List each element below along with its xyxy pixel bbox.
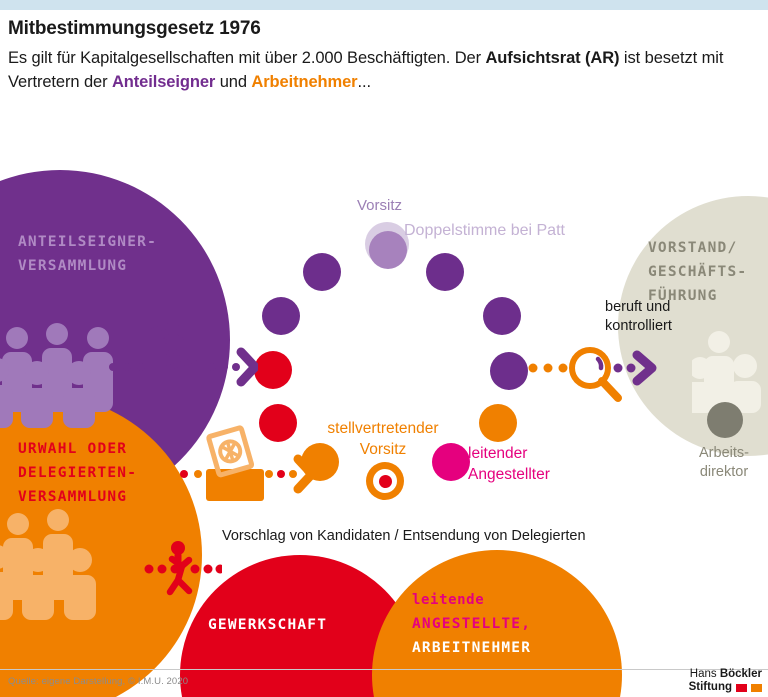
logo-hans: Hans [689, 668, 720, 680]
subtitle-anteilseigner: Anteilseigner [111, 73, 216, 91]
subtitle-part-4: ... [357, 73, 372, 91]
seat-senior-executive[interactable] [432, 443, 470, 481]
label-leitende-line3: ARBEITNEHMER [412, 640, 532, 656]
label-leitende-line1: leitende [412, 592, 485, 608]
callout-arbeitsdirektor-line1: Arbeits- [699, 445, 749, 461]
page-title: Mitbestimmungsgesetz 1976 [8, 18, 261, 39]
logo-swatch-red [736, 683, 747, 692]
label-vorstand-line2: GESCHÄFTS- [648, 264, 748, 280]
subtitle-bold-aufsichtsrat: Aufsichtsrat (AR) [485, 49, 620, 67]
label-urwahl-line3: VERSAMMLUNG [18, 489, 128, 505]
callout-beruft-line2: kontrolliert [605, 318, 672, 334]
seat-shareholder-5[interactable] [303, 253, 341, 291]
seat-arbeitsdirektor[interactable] [707, 402, 743, 438]
magnifier-icon-beruft-kontrolliert [528, 347, 657, 402]
seat-shareholder-4[interactable] [262, 297, 300, 335]
seat-shareholder-3[interactable] [490, 352, 528, 390]
label-anteilseigner-line1: ANTEILSEIGNER- [18, 234, 158, 250]
seat-union-1[interactable] [259, 404, 297, 442]
label-vorstand-line3: FÜHRUNG [648, 288, 718, 304]
ballot-box-icon-purple [109, 322, 258, 394]
callout-stellv-line1: stellvertretender [327, 420, 439, 437]
crowd-icon-vorstand [692, 331, 761, 413]
callout-leitender-line1: leitender [468, 445, 528, 462]
logo-swatch-orange [751, 683, 762, 692]
seat-union-2[interactable] [254, 351, 292, 389]
callout-arbeitsdirektor: Arbeits- direktor [688, 444, 760, 482]
logo-line-2: Stiftung [689, 681, 762, 694]
seat-deputy-chair-stellvertretender-vorsitz[interactable] [366, 462, 404, 500]
label-anteilseigner-line2: VERSAMMLUNG [18, 258, 128, 274]
callout-vorschlag-kandidaten: Vorschlag von Kandidaten / Entsendung vo… [222, 528, 586, 544]
footer-divider [0, 669, 768, 670]
crowd-icon-urwahl [0, 509, 96, 620]
walking-person-icon-entsendung [119, 541, 222, 596]
subtitle-part-2: ist besetzt mit Vertretern der [8, 49, 724, 91]
seat-shareholder-1[interactable] [426, 253, 464, 291]
label-leitende-arbeitnehmer: leitende ANGESTELLTE, ARBEITNEHMER [412, 588, 531, 660]
ballot-box-icon-orange [166, 425, 315, 501]
logo-line-1: Hans Böckler [689, 668, 762, 681]
crowd-icon-anteilseigner [0, 323, 113, 428]
source-note: Quelle: eigene Darstellung, © I.M.U. 202… [8, 676, 189, 687]
label-gewerkschaft-line1: GEWERKSCHAFT [208, 617, 328, 633]
header-block: Mitbestimmungsgesetz 1976 Es gilt für Ka… [8, 18, 760, 94]
label-anteilseignerversammlung: ANTEILSEIGNER- VERSAMMLUNG [18, 230, 157, 278]
seat-shareholder-2[interactable] [483, 297, 521, 335]
label-urwahl: URWAHL ODER DELEGIERTEN- VERSAMMLUNG [18, 437, 137, 509]
callout-beruft-line1: beruft und [605, 299, 671, 315]
label-urwahl-line1: URWAHL ODER [18, 441, 128, 457]
callout-leitender-angestellter: leitender Angestellter [468, 443, 550, 485]
seat-employee-1[interactable] [479, 404, 517, 442]
logo-stiftung: Stiftung [688, 681, 732, 693]
label-gewerkschaft: GEWERKSCHAFT [208, 613, 327, 637]
label-vorstand: VORSTAND/ GESCHÄFTS- FÜHRUNG [648, 236, 747, 308]
label-leitende-line2: ANGESTELLTE, [412, 616, 532, 632]
subtitle-arbeitnehmer: Arbeitnehmer [251, 73, 358, 91]
callout-vorsitz: Vorsitz [357, 197, 403, 214]
subtitle-part-1: Es gilt für Kapitalgesellschaften mit üb… [8, 49, 486, 67]
label-urwahl-line2: DELEGIERTEN- [18, 465, 138, 481]
callout-beruft-kontrolliert: beruft und kontrolliert [605, 298, 672, 336]
seat-chair-vorsitz[interactable] [369, 231, 407, 269]
top-accent-strip [0, 0, 768, 10]
hans-boeckler-stiftung-logo: Hans Böckler Stiftung [689, 668, 762, 694]
label-vorstand-line1: VORSTAND/ [648, 240, 738, 256]
callout-stellvertretender-vorsitz: stellvertretender Vorsitz [318, 418, 448, 460]
logo-boeckler: Böckler [719, 668, 762, 680]
callout-stellv-line2: Vorsitz [359, 441, 407, 458]
subtitle-part-3: und [215, 73, 252, 91]
callout-arbeitsdirektor-line2: direktor [699, 464, 749, 480]
callout-leitender-line2: Angestellter [468, 466, 550, 483]
callout-doppelstimme: Doppelstimme bei Patt [404, 222, 565, 239]
page-subtitle: Es gilt für Kapitalgesellschaften mit üb… [8, 46, 760, 94]
